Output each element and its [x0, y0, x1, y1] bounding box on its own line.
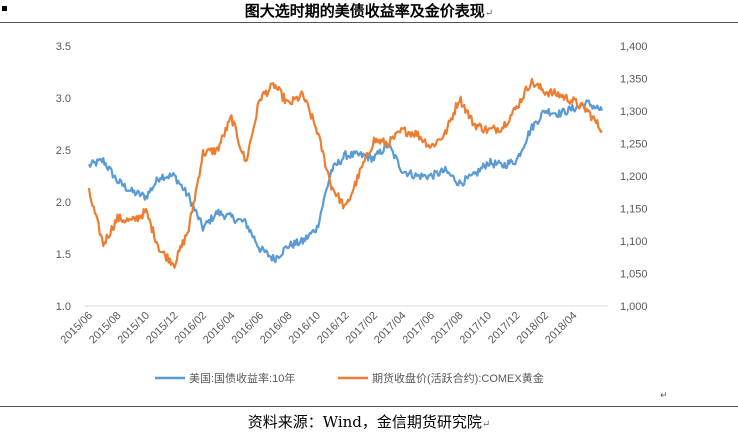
- y-left-tick-label: 1.5: [56, 249, 71, 261]
- bullet-marker: [2, 6, 7, 11]
- y-left-tick-label: 2.5: [56, 145, 71, 157]
- y-right-tick-label: 1,300: [620, 106, 648, 118]
- source-text: 资料来源：Wind，金信期货研究院: [247, 413, 482, 431]
- y-left-tick-label: 3.5: [56, 41, 71, 53]
- legend-label-1: 美国:国债收益率:10年: [189, 371, 295, 385]
- chart-series-layer: [87, 77, 604, 269]
- bottom-divider: [0, 406, 738, 407]
- legend-label-2: 期货收盘价(活跃合约):COMEX黄金: [372, 371, 544, 385]
- x-tick-label: 2018/04: [543, 310, 580, 347]
- y-left-tick-label: 2.0: [56, 197, 71, 209]
- series-line-2: [87, 77, 603, 269]
- y-right-tick-label: 1,100: [620, 236, 648, 248]
- return-mark-icon: ↵: [481, 419, 491, 430]
- paragraph-mark-icon: ↵: [660, 391, 668, 401]
- y-right-tick-label: 1,400: [620, 41, 648, 53]
- title-text: 图大选时期的美债收益率及金价表现: [244, 2, 485, 20]
- source-note: 资料来源：Wind，金信期货研究院↵: [0, 407, 738, 437]
- y-left-tick-label: 3.0: [56, 93, 71, 105]
- page-title: 图大选时期的美债收益率及金价表现↵: [0, 0, 738, 22]
- chart: 1.0 1.5 2.0 2.5 3.0 3.5 1,000 1,050 1,100 1,150 1,…: [56, 41, 648, 385]
- y-right-tick-label: 1,350: [620, 74, 648, 86]
- y-right-tick-label: 1,200: [620, 171, 648, 183]
- top-divider: [0, 22, 738, 23]
- return-mark-icon: ↵: [484, 8, 494, 19]
- y-right-tick-label: 1,000: [620, 301, 648, 313]
- y-right-tick-label: 1,250: [620, 139, 648, 151]
- series-line-1: [88, 99, 604, 264]
- y-right-tick-label: 1,050: [620, 269, 648, 281]
- y-left-tick-label: 1.0: [56, 301, 71, 313]
- chart-legend: 美国:国债收益率:10年 期货收盘价(活跃合约):COMEX黄金: [155, 371, 544, 385]
- y-right-tick-label: 1,150: [620, 204, 648, 216]
